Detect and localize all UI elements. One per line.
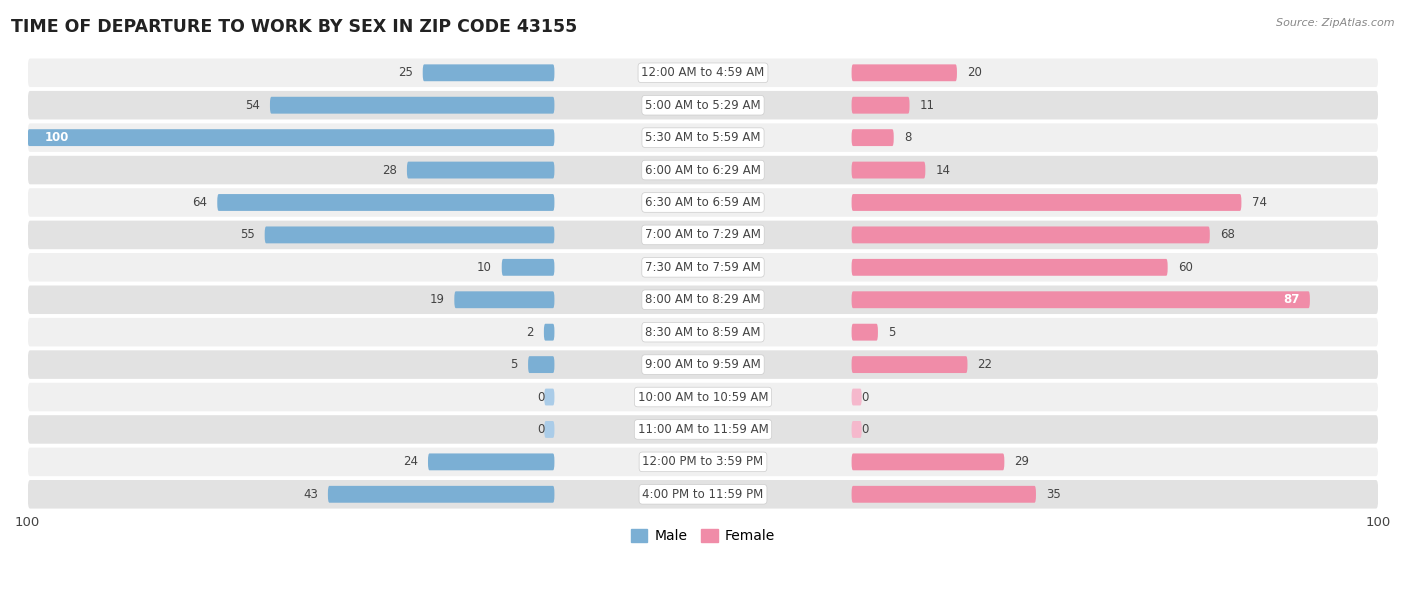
FancyBboxPatch shape <box>544 421 554 438</box>
FancyBboxPatch shape <box>502 259 554 276</box>
FancyBboxPatch shape <box>852 129 894 146</box>
FancyBboxPatch shape <box>264 226 554 244</box>
Text: 8: 8 <box>904 131 911 144</box>
FancyBboxPatch shape <box>529 356 554 373</box>
FancyBboxPatch shape <box>852 97 910 113</box>
FancyBboxPatch shape <box>852 421 862 438</box>
Text: 10: 10 <box>477 261 492 274</box>
Text: 87: 87 <box>1284 293 1299 307</box>
FancyBboxPatch shape <box>852 162 925 178</box>
FancyBboxPatch shape <box>28 318 1378 346</box>
Text: 8:00 AM to 8:29 AM: 8:00 AM to 8:29 AM <box>645 293 761 307</box>
FancyBboxPatch shape <box>852 194 1241 211</box>
Legend: Male, Female: Male, Female <box>626 524 780 549</box>
Text: 11:00 AM to 11:59 AM: 11:00 AM to 11:59 AM <box>638 423 768 436</box>
Text: 0: 0 <box>537 390 544 403</box>
Text: 6:30 AM to 6:59 AM: 6:30 AM to 6:59 AM <box>645 196 761 209</box>
Text: 64: 64 <box>193 196 207 209</box>
FancyBboxPatch shape <box>28 253 1378 282</box>
Text: 2: 2 <box>526 326 534 339</box>
FancyBboxPatch shape <box>852 388 862 406</box>
Text: 22: 22 <box>977 358 993 371</box>
Text: 5:30 AM to 5:59 AM: 5:30 AM to 5:59 AM <box>645 131 761 144</box>
FancyBboxPatch shape <box>406 162 554 178</box>
Text: 5: 5 <box>889 326 896 339</box>
Text: Source: ZipAtlas.com: Source: ZipAtlas.com <box>1277 18 1395 28</box>
Text: 4:00 PM to 11:59 PM: 4:00 PM to 11:59 PM <box>643 488 763 501</box>
FancyBboxPatch shape <box>28 448 1378 476</box>
FancyBboxPatch shape <box>28 415 1378 444</box>
Text: 6:00 AM to 6:29 AM: 6:00 AM to 6:29 AM <box>645 163 761 176</box>
Text: 74: 74 <box>1251 196 1267 209</box>
Text: 100: 100 <box>45 131 69 144</box>
FancyBboxPatch shape <box>28 129 554 146</box>
Text: 12:00 AM to 4:59 AM: 12:00 AM to 4:59 AM <box>641 67 765 79</box>
FancyBboxPatch shape <box>427 453 554 470</box>
FancyBboxPatch shape <box>852 259 1167 276</box>
Text: 43: 43 <box>302 488 318 501</box>
FancyBboxPatch shape <box>852 291 1310 308</box>
Text: 0: 0 <box>862 423 869 436</box>
FancyBboxPatch shape <box>544 324 554 340</box>
FancyBboxPatch shape <box>544 388 554 406</box>
Text: 7:00 AM to 7:29 AM: 7:00 AM to 7:29 AM <box>645 229 761 241</box>
Text: TIME OF DEPARTURE TO WORK BY SEX IN ZIP CODE 43155: TIME OF DEPARTURE TO WORK BY SEX IN ZIP … <box>11 18 578 36</box>
FancyBboxPatch shape <box>28 350 1378 379</box>
FancyBboxPatch shape <box>28 124 1378 152</box>
FancyBboxPatch shape <box>28 286 1378 314</box>
Text: 19: 19 <box>429 293 444 307</box>
FancyBboxPatch shape <box>852 453 1004 470</box>
FancyBboxPatch shape <box>28 59 1378 87</box>
Text: 35: 35 <box>1046 488 1062 501</box>
FancyBboxPatch shape <box>218 194 554 211</box>
FancyBboxPatch shape <box>28 220 1378 249</box>
Text: 14: 14 <box>935 163 950 176</box>
Text: 28: 28 <box>382 163 396 176</box>
Text: 55: 55 <box>240 229 254 241</box>
FancyBboxPatch shape <box>328 486 554 503</box>
Text: 0: 0 <box>537 423 544 436</box>
Text: 11: 11 <box>920 99 935 112</box>
Text: 10:00 AM to 10:59 AM: 10:00 AM to 10:59 AM <box>638 390 768 403</box>
FancyBboxPatch shape <box>852 64 957 81</box>
FancyBboxPatch shape <box>270 97 554 113</box>
Text: 5: 5 <box>510 358 517 371</box>
FancyBboxPatch shape <box>28 91 1378 119</box>
FancyBboxPatch shape <box>423 64 554 81</box>
FancyBboxPatch shape <box>852 324 877 340</box>
FancyBboxPatch shape <box>852 486 1036 503</box>
Text: 60: 60 <box>1178 261 1192 274</box>
Text: 24: 24 <box>404 456 418 469</box>
Text: 0: 0 <box>862 390 869 403</box>
Text: 5:00 AM to 5:29 AM: 5:00 AM to 5:29 AM <box>645 99 761 112</box>
FancyBboxPatch shape <box>852 226 1209 244</box>
Text: 12:00 PM to 3:59 PM: 12:00 PM to 3:59 PM <box>643 456 763 469</box>
FancyBboxPatch shape <box>28 156 1378 184</box>
Text: 25: 25 <box>398 67 412 79</box>
FancyBboxPatch shape <box>852 356 967 373</box>
FancyBboxPatch shape <box>28 480 1378 508</box>
FancyBboxPatch shape <box>28 383 1378 411</box>
Text: 54: 54 <box>245 99 260 112</box>
Text: 20: 20 <box>967 67 981 79</box>
Text: 9:00 AM to 9:59 AM: 9:00 AM to 9:59 AM <box>645 358 761 371</box>
Text: 7:30 AM to 7:59 AM: 7:30 AM to 7:59 AM <box>645 261 761 274</box>
Text: 8:30 AM to 8:59 AM: 8:30 AM to 8:59 AM <box>645 326 761 339</box>
FancyBboxPatch shape <box>454 291 554 308</box>
Text: 29: 29 <box>1015 456 1029 469</box>
Text: 68: 68 <box>1220 229 1234 241</box>
FancyBboxPatch shape <box>28 188 1378 217</box>
